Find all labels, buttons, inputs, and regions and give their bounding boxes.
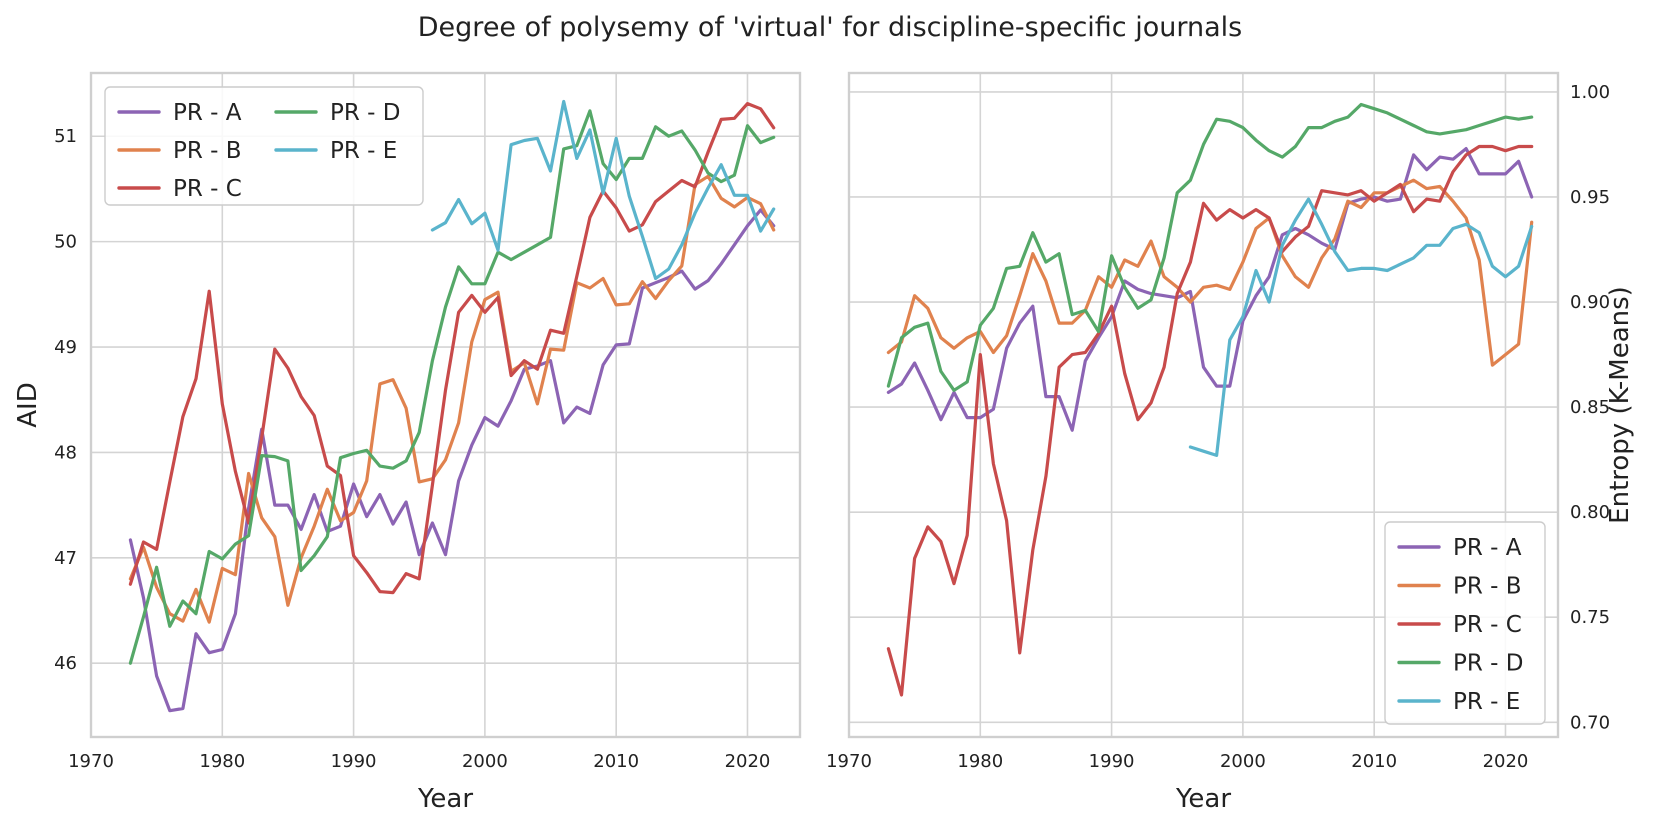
y-tick-label: 48: [54, 442, 77, 463]
legend-label: PR - E: [330, 138, 397, 164]
x-tick-label: 2000: [462, 751, 508, 772]
plot-area-frame: [847, 71, 1560, 739]
series-line-pr-c: [128, 101, 776, 595]
legend-label: PR - D: [330, 100, 400, 126]
x-tick-label: 1970: [826, 751, 872, 772]
y-tick-label: 0.80: [1570, 502, 1610, 523]
series-line-pr-e: [1188, 197, 1534, 457]
series-line-pr-d: [886, 102, 1534, 392]
right-panel-entropy: 1970 1980 1990 2000 2010 2020 0.70 0.75 0.80 0.85…: [826, 71, 1635, 814]
legend-label: PR - A: [1453, 535, 1522, 561]
x-tick-label: 2020: [1483, 751, 1529, 772]
legend-label: PR - C: [173, 176, 242, 202]
y-tick-label: 50: [54, 232, 77, 253]
y-tick-label: 0.95: [1570, 187, 1610, 208]
x-axis-label: Year: [1175, 784, 1231, 814]
x-tick-label: 1980: [199, 751, 245, 772]
y-tick-label: 0.75: [1570, 607, 1610, 628]
legend-label: PR - C: [1453, 612, 1522, 638]
y-tick-label: 0.85: [1570, 397, 1610, 418]
legend-box: [104, 86, 424, 206]
legend-label: PR - E: [1453, 689, 1520, 715]
series-line-pr-b: [128, 174, 776, 624]
legend-label: PR - B: [1453, 574, 1522, 600]
y-tick-label: 0.70: [1570, 712, 1610, 733]
x-axis-label: Year: [417, 784, 473, 814]
figure-title: Degree of polysemy of 'virtual' for disc…: [418, 12, 1242, 43]
y-tick-label: 47: [54, 548, 77, 569]
plot-area-frame: [89, 71, 802, 739]
legend-label: PR - A: [173, 100, 242, 126]
series-line-pr-e: [430, 99, 776, 281]
legend-box: [1384, 521, 1546, 725]
legend: PR - A PR - B PR - C PR - D PR - E: [104, 86, 424, 206]
x-tick-label: 1990: [1089, 751, 1135, 772]
y-tick-label: 51: [54, 126, 77, 147]
y-axis-label: AID: [13, 382, 43, 427]
x-tick-label: 1980: [957, 751, 1003, 772]
y-tick-label: 46: [54, 653, 77, 674]
series-line-pr-a: [886, 147, 1534, 432]
x-tick-label: 1970: [68, 751, 114, 772]
left-panel-aid: 1970 1980 1990 2000 2010 2020 46 47 48 49 50 51 Year…: [13, 71, 802, 814]
y-tick-label: 1.00: [1570, 82, 1610, 103]
series-line-pr-c: [886, 144, 1534, 697]
x-tick-label: 2010: [593, 751, 639, 772]
x-tick-label: 2010: [1351, 751, 1397, 772]
y-axis-label: Entropy (K-Means): [1605, 286, 1635, 524]
x-tick-label: 2020: [725, 751, 771, 772]
x-tick-label: 2000: [1220, 751, 1266, 772]
legend: PR - A PR - B PR - C PR - D PR - E: [1384, 521, 1546, 725]
series-line-pr-d: [128, 109, 776, 665]
y-tick-label: 0.90: [1570, 292, 1610, 313]
legend-label: PR - B: [173, 138, 242, 164]
x-tick-label: 1990: [331, 751, 377, 772]
series-line-pr-a: [128, 208, 776, 713]
y-tick-label: 49: [54, 337, 77, 358]
legend-label: PR - D: [1453, 651, 1523, 677]
series-line-pr-b: [886, 178, 1534, 367]
